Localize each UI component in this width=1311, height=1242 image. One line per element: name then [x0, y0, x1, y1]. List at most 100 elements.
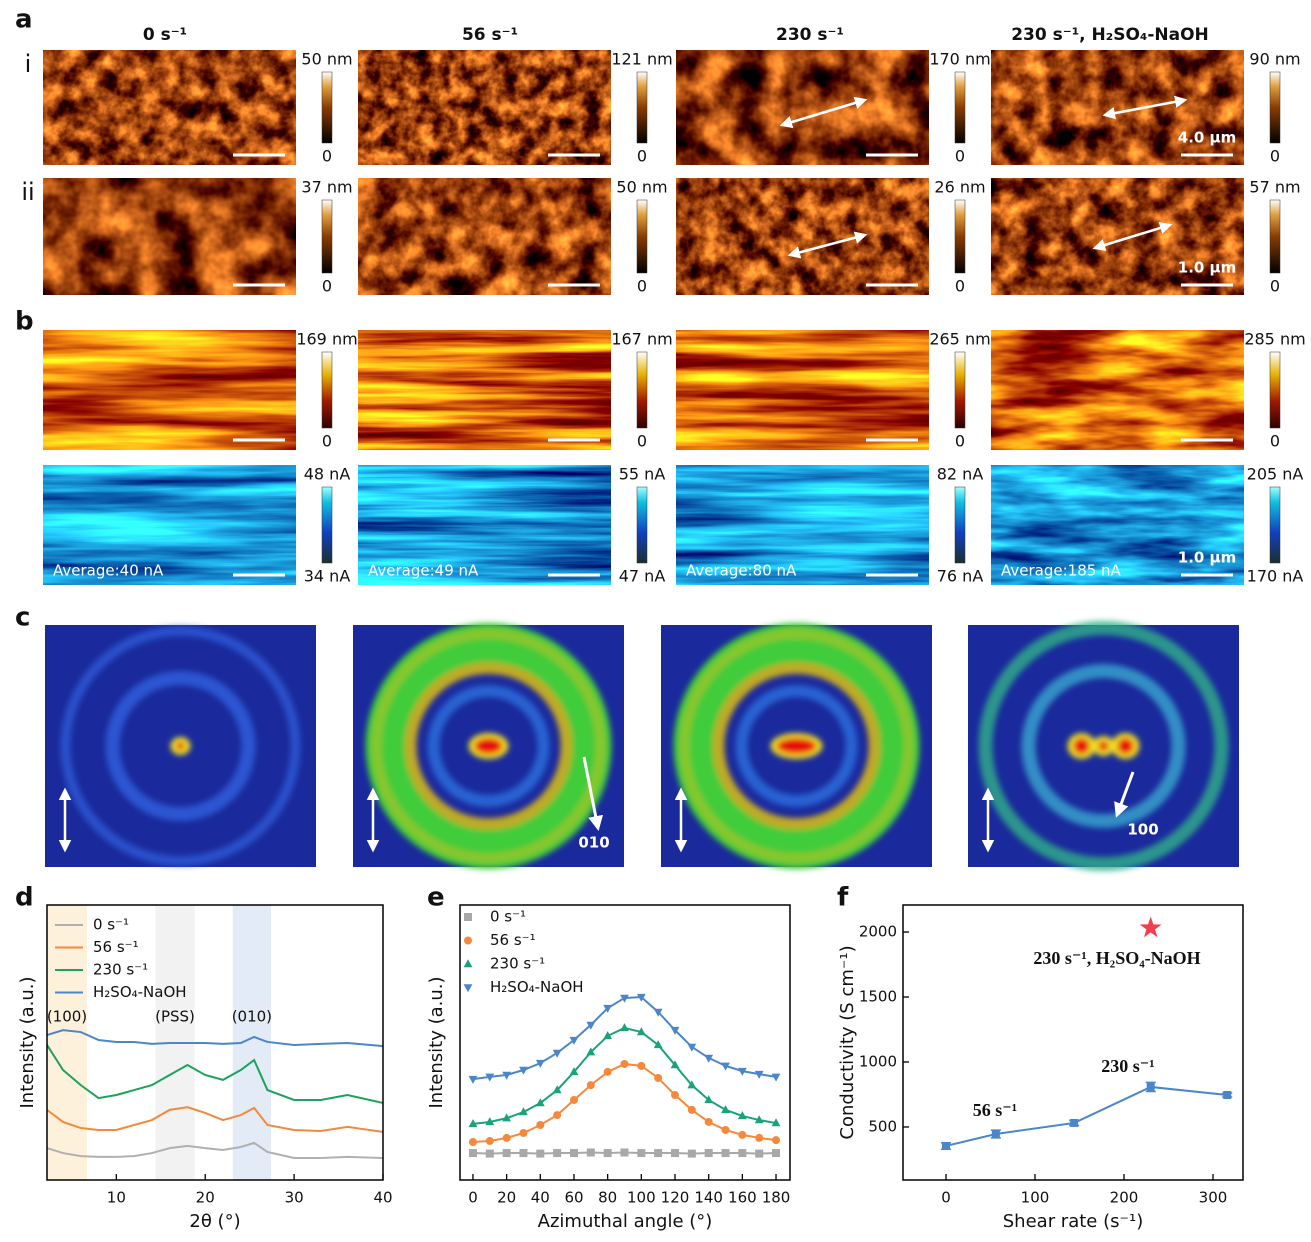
micrograph	[43, 330, 296, 450]
marker	[738, 1149, 746, 1157]
marker	[519, 1149, 527, 1157]
colorbar	[955, 200, 965, 273]
x-tick-label: 100	[627, 1189, 656, 1207]
marker	[486, 1150, 494, 1158]
marker	[671, 1091, 679, 1099]
marker	[654, 1149, 662, 1157]
colorbar-min: 0	[637, 277, 647, 296]
marker	[637, 1149, 645, 1157]
marker	[772, 1074, 781, 1082]
peak-label: 100	[1127, 821, 1158, 839]
marker	[486, 1137, 494, 1145]
marker	[1140, 917, 1162, 938]
legend-marker	[464, 937, 472, 945]
colorbar	[1270, 487, 1280, 563]
panel-label: a	[15, 5, 33, 35]
average-label: Average:49 nA	[368, 562, 479, 580]
row-label: i	[25, 50, 32, 78]
x-tick-label: 0	[941, 1189, 951, 1207]
series-line	[47, 1030, 383, 1046]
colorbar-min: 0	[637, 432, 647, 451]
panel-label: b	[15, 307, 34, 337]
annotation: 230 s⁻¹	[1101, 1056, 1154, 1076]
colorbar-min: 170 nA	[1247, 567, 1304, 586]
scale-bar-label: 1.0 μm	[1178, 549, 1236, 567]
marker	[469, 1076, 478, 1084]
marker	[772, 1149, 780, 1157]
colorbar	[637, 200, 647, 273]
micrograph	[676, 50, 929, 165]
colorbar	[637, 352, 647, 428]
colorbar-max: 50 nm	[301, 50, 352, 69]
colorbar-min: 34 nA	[304, 567, 351, 586]
micrograph	[676, 178, 929, 295]
colorbar	[955, 352, 965, 428]
band-label: (100)	[47, 1008, 87, 1026]
series-line	[473, 1064, 776, 1142]
column-title: 0 s⁻¹	[143, 25, 187, 45]
band	[47, 905, 87, 1180]
panel-label: f	[837, 883, 849, 913]
band-label: (010)	[232, 1008, 272, 1026]
colorbar-min: 0	[637, 147, 647, 166]
figure: abcdef0 s⁻¹56 s⁻¹230 s⁻¹230 s⁻¹, H₂SO₄-N…	[0, 0, 1311, 1242]
colorbar	[1270, 352, 1280, 428]
marker	[587, 1149, 595, 1157]
colorbar-min: 0	[955, 277, 965, 296]
y-tick-label: 1000	[859, 1052, 897, 1070]
x-axis-label: Azimuthal angle (°)	[538, 1211, 713, 1232]
marker	[519, 1129, 527, 1137]
marker	[705, 1149, 713, 1157]
marker	[553, 1111, 561, 1119]
legend-label: 0 s⁻¹	[93, 916, 129, 934]
marker	[604, 1149, 612, 1157]
colorbar	[1270, 200, 1280, 273]
marker	[755, 1134, 763, 1142]
colorbar-max: 285 nm	[1244, 330, 1305, 349]
x-tick-label: 300	[1199, 1189, 1228, 1207]
legend-label: 230 s⁻¹	[93, 961, 148, 979]
marker	[942, 1142, 950, 1150]
marker	[637, 1062, 645, 1070]
marker	[1070, 1119, 1078, 1127]
colorbar	[637, 72, 647, 143]
legend-label: 56 s⁻¹	[490, 931, 536, 949]
marker	[772, 1136, 780, 1144]
micrograph	[991, 50, 1244, 165]
micrograph	[358, 178, 611, 295]
marker	[553, 1149, 561, 1157]
marker	[654, 1074, 662, 1082]
micrograph	[676, 330, 929, 450]
colorbar-min: 0	[322, 432, 332, 451]
diffraction-rings	[377, 634, 601, 858]
colorbar-max: 55 nA	[619, 465, 666, 484]
marker	[503, 1149, 511, 1157]
x-tick-label: 180	[762, 1189, 791, 1207]
colorbar-min: 0	[322, 147, 332, 166]
colorbar-max: 48 nA	[304, 465, 351, 484]
scale-bar-label: 1.0 μm	[1178, 259, 1236, 277]
colorbar-max: 57 nm	[1249, 178, 1300, 197]
micrograph	[991, 330, 1244, 450]
legend-marker	[464, 913, 472, 921]
colorbar-min: 0	[1270, 147, 1280, 166]
colorbar-max: 26 nm	[934, 178, 985, 197]
micrograph	[358, 330, 611, 450]
y-axis-label: Intensity (a.u.)	[426, 977, 447, 1109]
diffraction-rings	[685, 634, 909, 858]
marker	[503, 1134, 511, 1142]
colorbar	[322, 200, 332, 273]
panel-label: d	[15, 883, 34, 913]
colorbar-max: 82 nA	[937, 465, 984, 484]
x-tick-label: 100	[1021, 1189, 1050, 1207]
colorbar	[955, 72, 965, 143]
y-tick-label: 1500	[859, 988, 897, 1006]
marker	[536, 1150, 544, 1158]
colorbar-min: 0	[955, 147, 965, 166]
y-tick-label: 2000	[859, 923, 897, 941]
colorbar	[1270, 72, 1280, 143]
colorbar	[955, 487, 965, 563]
x-axis-label: 2θ (°)	[189, 1211, 240, 1232]
marker	[688, 1106, 696, 1114]
series-line	[473, 1028, 776, 1124]
